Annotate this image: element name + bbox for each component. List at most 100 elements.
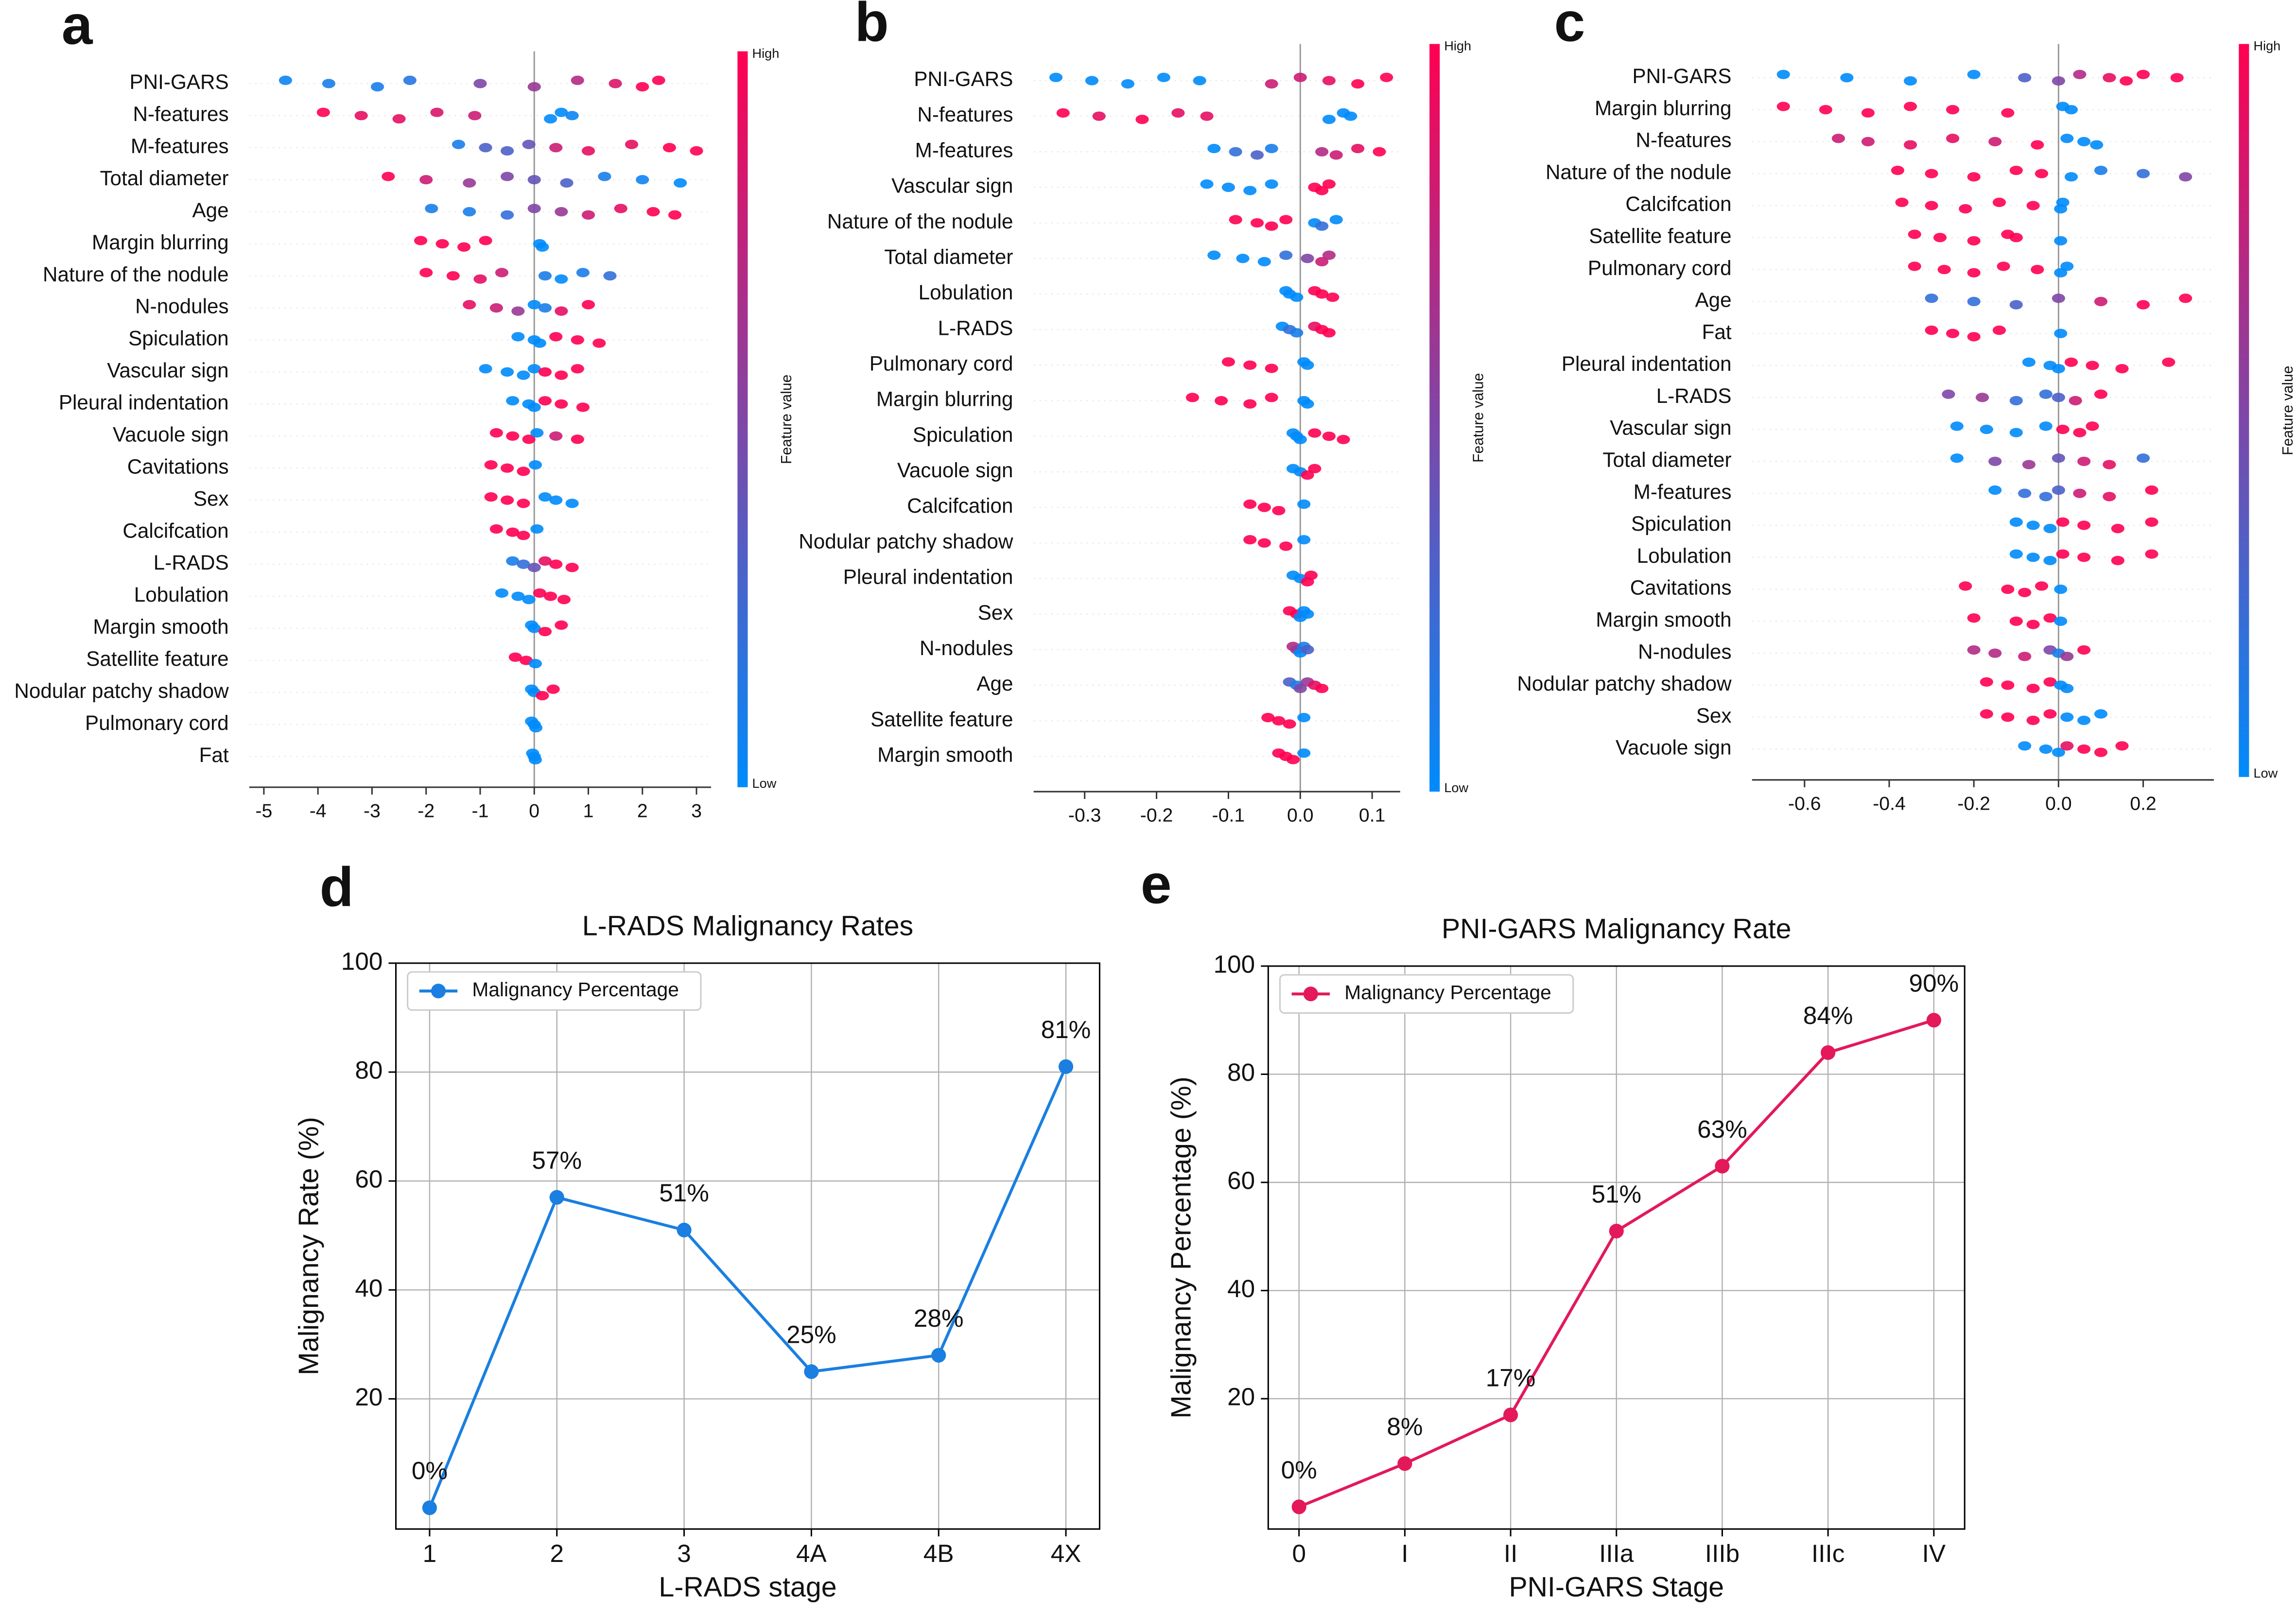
shap-point: [508, 652, 522, 662]
shap-point: [316, 107, 330, 117]
feature-label: Nature of the nodule: [43, 263, 229, 286]
x-tick-label: 0.0: [2045, 793, 2072, 814]
shap-point: [2039, 389, 2052, 399]
data-label: 63%: [1697, 1115, 1747, 1143]
shap-point: [2170, 73, 2184, 83]
shap-point: [668, 210, 682, 220]
shap-point: [2039, 744, 2052, 754]
feature-label: Age: [192, 199, 228, 222]
shap-point: [530, 428, 544, 438]
shap-point: [1980, 424, 1993, 434]
shap-point: [528, 755, 542, 765]
shap-point: [2077, 137, 2091, 147]
series-point: [1291, 1499, 1306, 1514]
feature-label: Spiculation: [128, 327, 229, 350]
shap-point: [1221, 357, 1235, 367]
shap-point: [1315, 289, 1329, 299]
shap-point: [565, 499, 579, 508]
x-tick-label: I: [1401, 1540, 1408, 1567]
shap-point: [2001, 680, 2015, 690]
feature-label: Spiculation: [913, 423, 1013, 446]
shap-point: [2179, 172, 2192, 182]
shap-point: [1293, 72, 1307, 82]
chart-title: L-RADS Malignancy Rates: [582, 911, 913, 942]
shap-point: [452, 139, 466, 149]
feature-label: Vascular sign: [891, 174, 1013, 197]
feature-label: Lobulation: [1637, 544, 1732, 567]
shap-point: [2145, 517, 2158, 527]
shap-point: [473, 79, 487, 88]
x-tick-label: IV: [1922, 1540, 1946, 1567]
shap-point: [1286, 755, 1300, 764]
shap-point: [1925, 325, 1938, 335]
feature-label: Spiculation: [1631, 512, 1732, 535]
shap-point: [1322, 76, 1336, 86]
shap-point: [2043, 555, 2057, 566]
shap-point: [2094, 296, 2108, 307]
shap-point: [625, 139, 639, 149]
feature-label: Calcifcation: [1625, 192, 1731, 215]
feature-label: Margin smooth: [1596, 608, 1731, 631]
shap-point: [2031, 264, 2044, 275]
shap-point: [2056, 197, 2070, 208]
x-tick-label: -0.3: [1068, 805, 1101, 826]
shap-point: [2018, 741, 2032, 751]
shap-point: [2094, 165, 2108, 175]
y-axis-label: Malignancy Rate (%): [294, 1117, 325, 1375]
series-point: [1503, 1407, 1518, 1422]
x-tick-label: 1: [423, 1540, 437, 1567]
data-label: 0%: [1281, 1456, 1317, 1484]
feature-label: Age: [976, 672, 1013, 695]
feature-label: Pulmonary cord: [1588, 257, 1732, 279]
shap-point: [2060, 712, 2074, 722]
shap-point: [1895, 197, 1909, 208]
x-tick-label: 0: [529, 801, 539, 822]
shap-point: [2094, 389, 2108, 399]
shap-point: [538, 396, 552, 406]
shap-point: [1861, 108, 1875, 118]
shap-point: [1967, 236, 1981, 246]
series-point: [422, 1500, 437, 1515]
shap-point: [1157, 72, 1170, 82]
shap-point: [2145, 485, 2158, 495]
feature-label: PNI-GARS: [130, 70, 229, 93]
feature-label: Cavitations: [127, 455, 229, 478]
shap-point: [555, 370, 568, 380]
shap-point: [1992, 197, 2006, 208]
shap-point: [1933, 233, 1947, 243]
shap-point: [2077, 645, 2091, 655]
shap-point: [1297, 535, 1311, 545]
shap-point: [484, 492, 498, 502]
shap-point: [2043, 613, 2057, 623]
chart-title: PNI-GARS Malignancy Rate: [1442, 914, 1792, 945]
shap-point: [1243, 535, 1257, 545]
shap-point: [522, 139, 536, 149]
colorbar-low: Low: [752, 776, 777, 791]
shap-point: [473, 274, 487, 284]
shap-point: [1329, 150, 1343, 160]
colorbar: [2239, 44, 2249, 777]
shap-point: [1215, 396, 1228, 406]
shap-point: [1221, 182, 1235, 192]
shap-point: [1185, 393, 1200, 402]
shap-point: [479, 143, 492, 153]
x-tick-label: IIIc: [1811, 1540, 1844, 1567]
shap-point: [2056, 549, 2070, 559]
shap-point: [2018, 652, 2032, 661]
shap-point: [1200, 111, 1214, 121]
panel-label: a: [62, 0, 93, 56]
shap-point: [571, 364, 584, 374]
shap-point: [2039, 421, 2052, 431]
y-tick-label: 80: [1227, 1058, 1255, 1086]
shap-point: [549, 332, 563, 342]
feature-label: Calcifcation: [122, 519, 228, 542]
shap-point: [517, 531, 530, 540]
shap-point: [2064, 357, 2078, 367]
shap-point: [1967, 69, 1981, 79]
shap-point: [538, 626, 552, 637]
shap-point: [2026, 715, 2040, 725]
y-tick-label: 80: [355, 1057, 383, 1084]
shap-point: [1265, 393, 1278, 402]
shap-point: [549, 559, 563, 569]
shap-point: [555, 274, 568, 284]
